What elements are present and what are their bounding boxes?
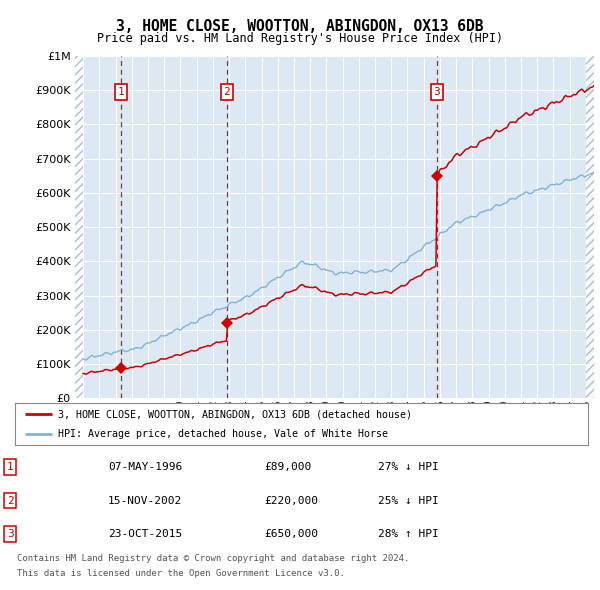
Text: This data is licensed under the Open Government Licence v3.0.: This data is licensed under the Open Gov… — [17, 569, 344, 578]
Text: 07-MAY-1996: 07-MAY-1996 — [108, 462, 182, 472]
Text: 1: 1 — [118, 87, 125, 97]
Bar — [586, 56, 594, 398]
Text: £220,000: £220,000 — [264, 496, 318, 506]
Text: Price paid vs. HM Land Registry's House Price Index (HPI): Price paid vs. HM Land Registry's House … — [97, 32, 503, 45]
Text: £650,000: £650,000 — [264, 529, 318, 539]
Text: 15-NOV-2002: 15-NOV-2002 — [108, 496, 182, 506]
Text: 3, HOME CLOSE, WOOTTON, ABINGDON, OX13 6DB: 3, HOME CLOSE, WOOTTON, ABINGDON, OX13 6… — [116, 19, 484, 34]
Text: 3, HOME CLOSE, WOOTTON, ABINGDON, OX13 6DB (detached house): 3, HOME CLOSE, WOOTTON, ABINGDON, OX13 6… — [58, 409, 412, 419]
Bar — [75, 56, 83, 398]
Text: 3: 3 — [7, 529, 14, 539]
Text: 27% ↓ HPI: 27% ↓ HPI — [378, 462, 439, 472]
Text: 2: 2 — [7, 496, 14, 506]
Text: 1: 1 — [7, 462, 14, 472]
Text: HPI: Average price, detached house, Vale of White Horse: HPI: Average price, detached house, Vale… — [58, 430, 388, 440]
Text: 2: 2 — [224, 87, 230, 97]
Text: 3: 3 — [433, 87, 440, 97]
Text: 23-OCT-2015: 23-OCT-2015 — [108, 529, 182, 539]
Text: Contains HM Land Registry data © Crown copyright and database right 2024.: Contains HM Land Registry data © Crown c… — [17, 554, 409, 563]
Text: 28% ↑ HPI: 28% ↑ HPI — [378, 529, 439, 539]
Text: 25% ↓ HPI: 25% ↓ HPI — [378, 496, 439, 506]
Text: £89,000: £89,000 — [264, 462, 311, 472]
